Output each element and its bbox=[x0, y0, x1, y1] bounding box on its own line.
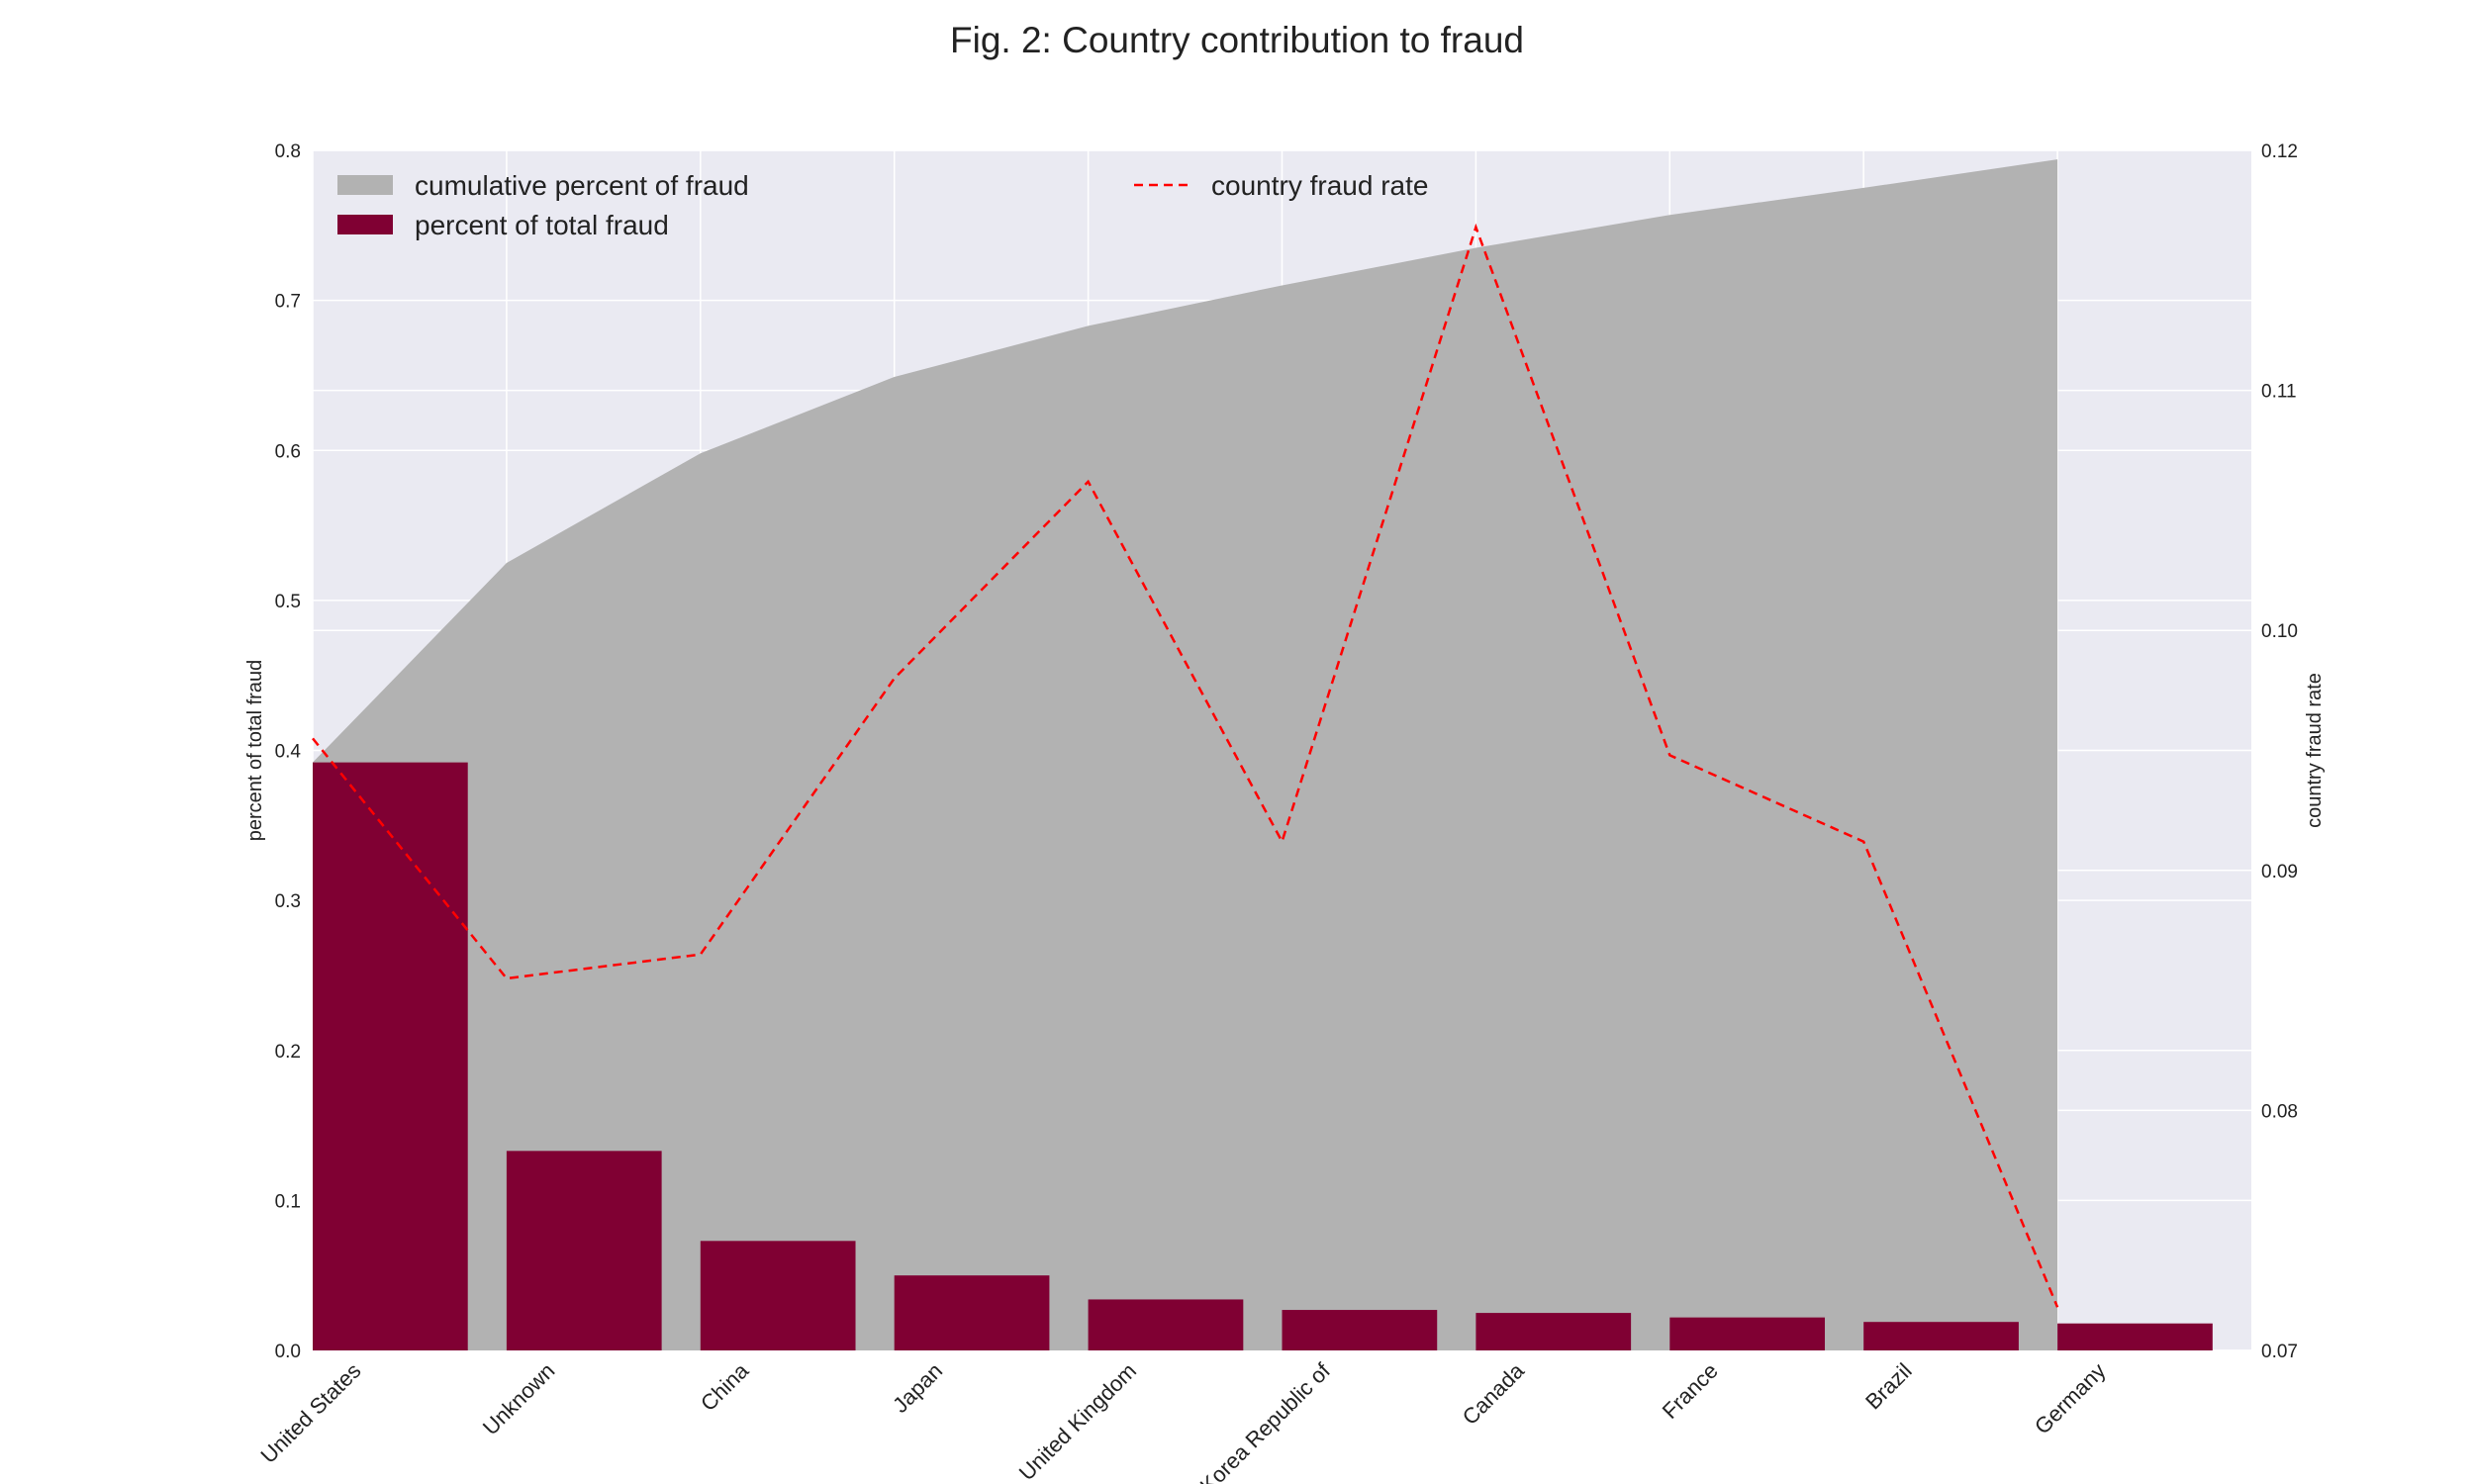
bar-layer bbox=[313, 762, 2213, 1350]
bar-germany bbox=[2057, 1323, 2213, 1350]
y-tick-label: 0.6 bbox=[275, 441, 301, 462]
bar-united-kingdom bbox=[1088, 1299, 1244, 1350]
bar-korea-republic-of bbox=[1282, 1310, 1438, 1350]
fraud-rate-line-layer bbox=[312, 223, 2059, 1308]
bar-united-states bbox=[313, 762, 468, 1350]
x-tick-label: Unknown bbox=[478, 1358, 560, 1440]
y-tick-label: 0.1 bbox=[275, 1191, 301, 1212]
legend-label: cumulative percent of fraud bbox=[415, 170, 749, 201]
x-tick-label: Brazil bbox=[1860, 1358, 1917, 1415]
bar-china bbox=[700, 1241, 856, 1350]
y2-tick-label: 0.08 bbox=[2261, 1101, 2298, 1122]
legend-label: percent of total fraud bbox=[415, 210, 669, 240]
cumulative-area-layer bbox=[313, 159, 2058, 1350]
bar-brazil bbox=[1863, 1322, 2019, 1350]
legends: cumulative percent of fraud percent of to… bbox=[337, 170, 1428, 240]
x-tick-label: Japan bbox=[888, 1358, 947, 1418]
fraud-rate-line bbox=[312, 223, 2059, 1308]
legend-swatch-area bbox=[337, 175, 393, 195]
y-tick-label: 0.2 bbox=[275, 1042, 301, 1063]
y-tick-label: 0.0 bbox=[275, 1342, 301, 1362]
x-tick-label: Germany bbox=[2030, 1358, 2111, 1439]
bar-france bbox=[1669, 1317, 1826, 1350]
y-tick-label: 0.7 bbox=[275, 292, 301, 313]
x-tick-label: Korea Republic of bbox=[1195, 1357, 1336, 1484]
x-tick-label: Canada bbox=[1458, 1357, 1530, 1430]
chart-title: Fig. 2: Country contribution to fraud bbox=[950, 20, 1524, 60]
bar-canada bbox=[1475, 1313, 1632, 1350]
x-tick-label: United States bbox=[255, 1358, 365, 1468]
y2-axis-label: country fraud rate bbox=[2304, 673, 2326, 828]
y2-tick-label: 0.12 bbox=[2261, 141, 2298, 162]
y-tick-label: 0.3 bbox=[275, 891, 301, 912]
legend-swatch-bar bbox=[337, 215, 393, 234]
x-tick-label: France bbox=[1658, 1358, 1723, 1424]
y2-tick-label: 0.11 bbox=[2261, 382, 2297, 403]
bar-japan bbox=[894, 1275, 1050, 1350]
y-axis-label: percent of total fraud bbox=[244, 660, 266, 841]
bar-unknown bbox=[506, 1151, 662, 1350]
y-tick-label: 0.4 bbox=[275, 742, 302, 763]
x-tick-label: China bbox=[696, 1357, 754, 1416]
y2-tick-label: 0.09 bbox=[2261, 862, 2298, 882]
y-tick-label: 0.8 bbox=[275, 141, 301, 162]
x-tick-label: United Kingdom bbox=[1014, 1358, 1141, 1484]
y-tick-label: 0.5 bbox=[275, 592, 301, 612]
y2-tick-label: 0.10 bbox=[2261, 621, 2298, 642]
legend-label: country fraud rate bbox=[1211, 170, 1428, 201]
y2-tick-label: 0.07 bbox=[2261, 1342, 2298, 1362]
cumulative-area bbox=[313, 159, 2058, 1350]
